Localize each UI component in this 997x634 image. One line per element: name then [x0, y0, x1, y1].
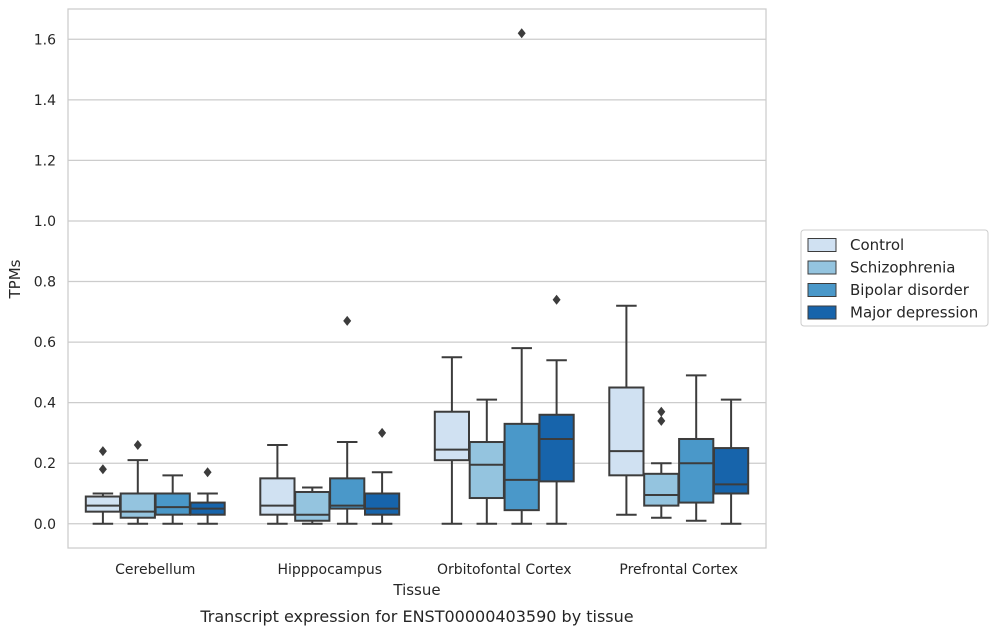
box-schizophrenia [294, 486, 331, 525]
box-iqr [678, 437, 715, 504]
outlier-point [343, 315, 352, 326]
y-tick-label: 1.2 [34, 153, 56, 169]
y-tick-label: 1.4 [34, 93, 56, 109]
box-iqr [503, 422, 540, 512]
x-tick-label: Orbitofontal Cortex [437, 562, 572, 578]
legend-swatch [807, 260, 837, 275]
x-axis-label: Tissue [392, 581, 440, 599]
x-tick-labels: Cerebellum Hipppocampus Orbitofontal Corte… [115, 562, 738, 578]
legend-frame [800, 229, 989, 327]
y-tick-label: 1.6 [34, 32, 56, 48]
box-schizophrenia [119, 440, 156, 525]
x-tick-label: Cerebellum [115, 562, 195, 578]
box-iqr [259, 477, 296, 516]
plot-frame [67, 8, 767, 549]
box-control [608, 304, 645, 516]
outlier-point [378, 427, 387, 438]
box-schizophrenia [643, 406, 680, 519]
y-tick-label: 0.6 [34, 335, 56, 351]
box-bipolar-disorder [503, 28, 540, 525]
boxes [84, 28, 750, 525]
outlier-point [98, 446, 107, 457]
y-axis-label: TPMs [6, 259, 24, 299]
legend-label: Control [850, 236, 904, 254]
box-bipolar-disorder [329, 315, 366, 525]
outlier-point [98, 464, 107, 475]
outlier-point [552, 294, 561, 305]
legend-swatch [807, 305, 837, 320]
outlier-point [133, 440, 142, 451]
box-control [259, 444, 296, 525]
box-iqr [154, 492, 191, 516]
outlier-point [517, 28, 526, 39]
y-tick-label: 0.4 [34, 396, 56, 412]
plot-area [68, 9, 766, 548]
box-iqr [468, 441, 505, 500]
grid-lines [68, 38, 766, 525]
box-major-depression [538, 294, 575, 525]
box-iqr [643, 472, 680, 507]
legend-swatch [807, 283, 837, 297]
legend-label: Schizophrenia [850, 259, 955, 277]
outlier-point [657, 415, 666, 426]
y-tick-label: 0.2 [34, 456, 56, 472]
outlier-point [657, 406, 666, 417]
box-bipolar-disorder [678, 374, 715, 522]
box-major-depression [363, 427, 401, 525]
legend: Control Schizophrenia Bipolar disorder Majo… [800, 229, 989, 327]
y-tick-label: 0.0 [34, 517, 56, 533]
box-control [433, 356, 471, 525]
x-tick-label: Hipppocampus [277, 562, 382, 578]
x-tick-label: Prefrontal Cortex [619, 562, 738, 578]
legend-label: Bipolar disorder [850, 281, 970, 299]
box-iqr [119, 492, 156, 519]
box-iqr [538, 413, 575, 483]
box-iqr [84, 495, 122, 513]
figure-caption: Transcript expression for ENST0000040359… [199, 607, 633, 626]
legend-label: Major depression [850, 304, 978, 322]
y-tick-labels: 0.0 0.2 0.4 0.6 0.8 1.0 1.2 1.4 1.6 [34, 32, 56, 532]
box-iqr [294, 490, 331, 522]
box-iqr [608, 386, 645, 477]
box-major-depression [189, 467, 226, 525]
outlier-point [203, 467, 212, 478]
box-iqr [363, 492, 401, 516]
box-major-depression [712, 398, 750, 525]
box-iqr [433, 410, 471, 462]
box-iqr [329, 477, 366, 510]
legend-swatch [807, 238, 837, 252]
box-iqr [712, 447, 750, 495]
box-bipolar-disorder [154, 474, 191, 525]
y-tick-label: 1.0 [34, 214, 56, 230]
y-tick-label: 0.8 [34, 275, 56, 291]
